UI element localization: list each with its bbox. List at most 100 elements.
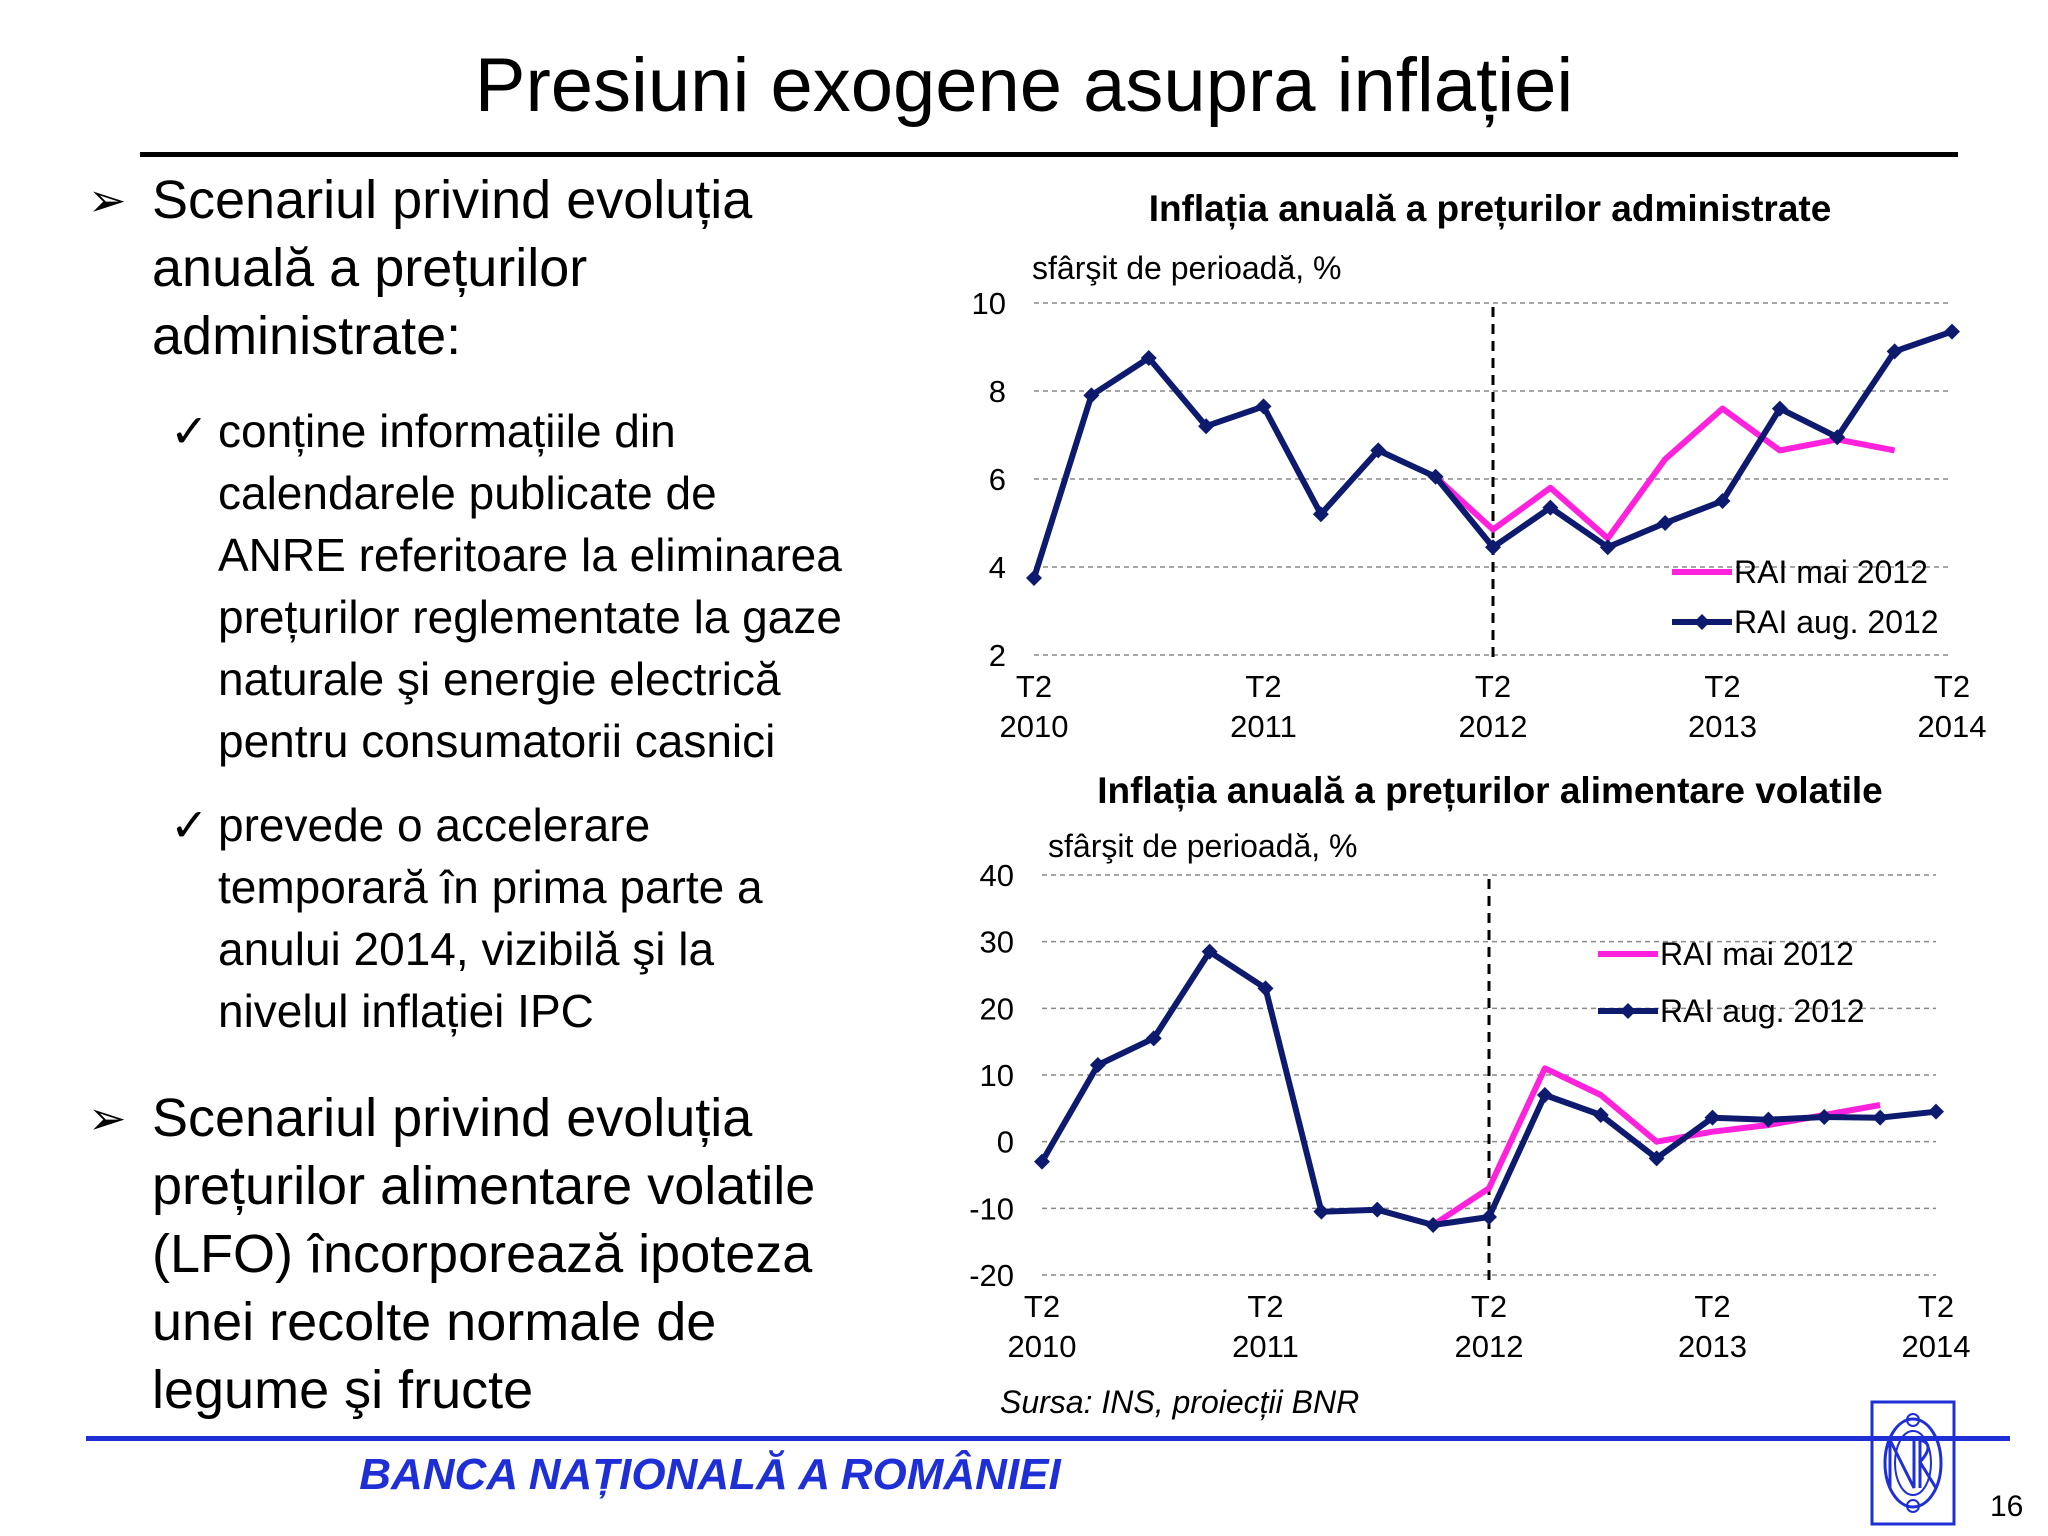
data-point [1313, 1203, 1330, 1220]
series-line-rai-mai-2012 [1433, 405, 1896, 542]
sub-bullet-2-text: prevede o accelerare temporară în prima … [218, 794, 968, 1042]
data-point [1536, 1087, 1553, 1103]
footer-bank-name: BANCA NAȚIONALĂ A ROMÂNIEI [359, 1450, 1061, 1499]
x-tick-label: 2012 [1459, 709, 1528, 744]
x-tick-label: 2010 [1000, 709, 1069, 744]
data-point [1657, 515, 1674, 531]
x-tick-label: T2 [1704, 669, 1740, 704]
arrowhead-bullet-icon: ➢ [88, 1092, 127, 1144]
x-tick-label: T2 [1024, 1289, 1060, 1324]
data-point [1592, 1107, 1609, 1123]
legend-label: RAI aug. 2012 [1660, 993, 1865, 1029]
bullet-line: Scenariul privind evoluția [152, 1088, 753, 1148]
legend-label: RAI mai 2012 [1660, 936, 1854, 972]
data-point [1760, 1111, 1777, 1128]
bullet-line: prevede o accelerare [218, 799, 651, 851]
data-point [1369, 1201, 1386, 1218]
data-point [1829, 429, 1846, 446]
y-tick-label: 6 [989, 462, 1006, 497]
data-point [1771, 400, 1788, 417]
data-point [1255, 398, 1272, 415]
x-tick-label: 2013 [1678, 1329, 1747, 1364]
data-point [1034, 1153, 1050, 1170]
chart-2-subtitle: sfârşit de perioadă, % [1048, 828, 1358, 864]
y-tick-label: 8 [989, 374, 1006, 409]
data-point [1140, 350, 1157, 366]
y-tick-label: -20 [969, 1258, 1014, 1293]
data-point [1816, 1109, 1833, 1125]
data-point [1704, 1109, 1721, 1126]
data-point [1257, 980, 1274, 997]
legend-label: RAI aug. 2012 [1734, 604, 1939, 640]
bullet-line: unei recolte normale de [152, 1292, 717, 1352]
data-point [1083, 387, 1100, 404]
y-tick-label: -10 [969, 1191, 1014, 1226]
bullet-line: prețurilor reglementate la gaze [218, 591, 842, 643]
slide-title: Presiuni exogene asupra inflației [474, 43, 1574, 128]
data-point [1481, 1209, 1497, 1225]
bullet-line: conține informațiile din [218, 405, 676, 457]
data-point [1648, 1150, 1665, 1167]
data-point [1427, 468, 1444, 485]
check-bullet-icon: ✓ [170, 405, 209, 457]
bullet-line: (LFO) încorporează ipoteza [152, 1224, 813, 1284]
data-point [1425, 1217, 1442, 1233]
data-point [1145, 1030, 1162, 1047]
y-tick-label: 40 [980, 858, 1014, 893]
bullet-line: nivelul inflației IPC [218, 985, 594, 1037]
data-point [1198, 418, 1215, 435]
x-tick-label: T2 [1245, 669, 1281, 704]
x-tick-label: T2 [1471, 1289, 1507, 1324]
data-point [1201, 943, 1218, 960]
legend-label: RAI mai 2012 [1734, 554, 1928, 590]
data-point [1542, 499, 1559, 516]
x-tick-label: 2014 [1918, 709, 1987, 744]
y-tick-label: 0 [997, 1125, 1014, 1160]
data-point [1928, 1103, 1944, 1120]
chart-1-title: Inflația anuală a prețurilor administrat… [1148, 188, 1832, 229]
bullet-line: pentru consumatorii casnici [218, 715, 776, 767]
check-bullet-icon: ✓ [170, 799, 209, 851]
y-tick-label: 10 [972, 286, 1006, 321]
data-point [1944, 323, 1960, 340]
x-tick-label: T2 [1694, 1289, 1730, 1324]
y-tick-label: 20 [980, 991, 1014, 1026]
bullet-1-text: Scenariul privind evoluția anuală a preț… [152, 166, 972, 370]
data-point [1886, 343, 1903, 360]
bullet-line: temporară în prima parte a [218, 861, 763, 913]
data-point [1599, 539, 1616, 556]
page-number: 16 [1990, 1490, 2024, 1523]
y-tick-label: 10 [980, 1058, 1014, 1093]
x-tick-label: 2014 [1902, 1329, 1971, 1364]
legend-marker [1620, 1003, 1636, 1019]
bnr-logo-icon [1870, 1400, 1956, 1526]
x-tick-label: 2010 [1008, 1329, 1077, 1364]
footer-divider [86, 1436, 2010, 1441]
bullet-line: ANRE referitoare la eliminarea [218, 529, 842, 581]
data-point [1872, 1109, 1889, 1126]
x-tick-label: T2 [1918, 1289, 1954, 1324]
x-tick-label: 2012 [1455, 1329, 1524, 1364]
x-tick-label: 2011 [1230, 709, 1297, 744]
bullet-line: anului 2014, vizibilă şi la [218, 923, 715, 975]
y-tick-label: 2 [989, 638, 1006, 673]
y-tick-label: 4 [989, 550, 1006, 585]
data-point [1370, 442, 1387, 459]
chart-2-title: Inflația anuală a prețurilor alimentare … [1097, 770, 1883, 811]
bullet-line: legume şi fructe [152, 1360, 534, 1420]
source-note: Sursa: INS, proiecții BNR [1000, 1384, 1360, 1420]
x-tick-label: T2 [1934, 669, 1970, 704]
series-line-rai-mai-2012 [1431, 1065, 1881, 1228]
bullet-line: prețurilor alimentare volatile [152, 1156, 816, 1216]
x-tick-label: T2 [1247, 1289, 1283, 1324]
data-point [1714, 493, 1731, 509]
title-divider [140, 152, 1958, 157]
bullet-line: anuală a prețurilor [152, 238, 588, 298]
x-tick-label: 2011 [1232, 1329, 1299, 1364]
sub-bullet-1-text: conține informațiile din calendarele pub… [218, 400, 968, 772]
data-point [1485, 539, 1501, 556]
chart-1-subtitle: sfârşit de perioadă, % [1032, 250, 1342, 286]
x-tick-label: T2 [1475, 669, 1511, 704]
